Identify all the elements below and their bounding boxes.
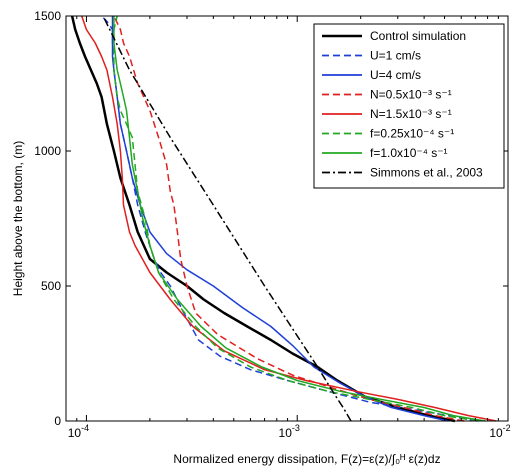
y-tick-label: 500 [41, 279, 61, 293]
series-layer [70, 15, 497, 423]
legend-label: Control simulation [370, 29, 466, 43]
legend-label: N=1.5x10⁻³ s⁻¹ [370, 107, 452, 121]
legend-label: U=1 cm/s [370, 49, 421, 63]
x-tick-label: 10-3 [279, 423, 300, 440]
y-tick-label: 1000 [34, 144, 61, 158]
legend: Control simulation U=1 cm/s U=4 cm/s N=0.5x… [313, 23, 505, 189]
x-tick-label: 10-4 [68, 423, 89, 440]
x-axis-label: Normalized energy dissipation, F(z)=ε(z)… [173, 452, 440, 466]
y-tick-label: 1500 [34, 9, 61, 23]
legend-label: f=0.25x10⁻⁴ s⁻¹ [370, 127, 454, 141]
series-line-8 [102, 15, 352, 422]
y-tick-label: 0 [54, 414, 61, 428]
axes-frame [65, 15, 509, 422]
series-line-5 [80, 15, 497, 422]
series-line-7 [113, 16, 486, 422]
ticks-layer: 0 500 1000 1500 10-4 10-3 10-2 [34, 9, 510, 440]
y-axis-label: Height above the bottom, (m) [11, 141, 25, 296]
x-tick-label: 10-2 [489, 423, 510, 440]
legend-label: Simmons et al., 2003 [370, 166, 483, 180]
axes-layer [65, 15, 509, 422]
legend-label: N=0.5x10⁻³ s⁻¹ [370, 88, 452, 102]
legend-box [313, 23, 505, 189]
legend-label: U=4 cm/s [370, 68, 421, 82]
legend-label: f=1.0x10⁻⁴ s⁻¹ [370, 146, 448, 160]
series-line-3 [111, 16, 449, 422]
